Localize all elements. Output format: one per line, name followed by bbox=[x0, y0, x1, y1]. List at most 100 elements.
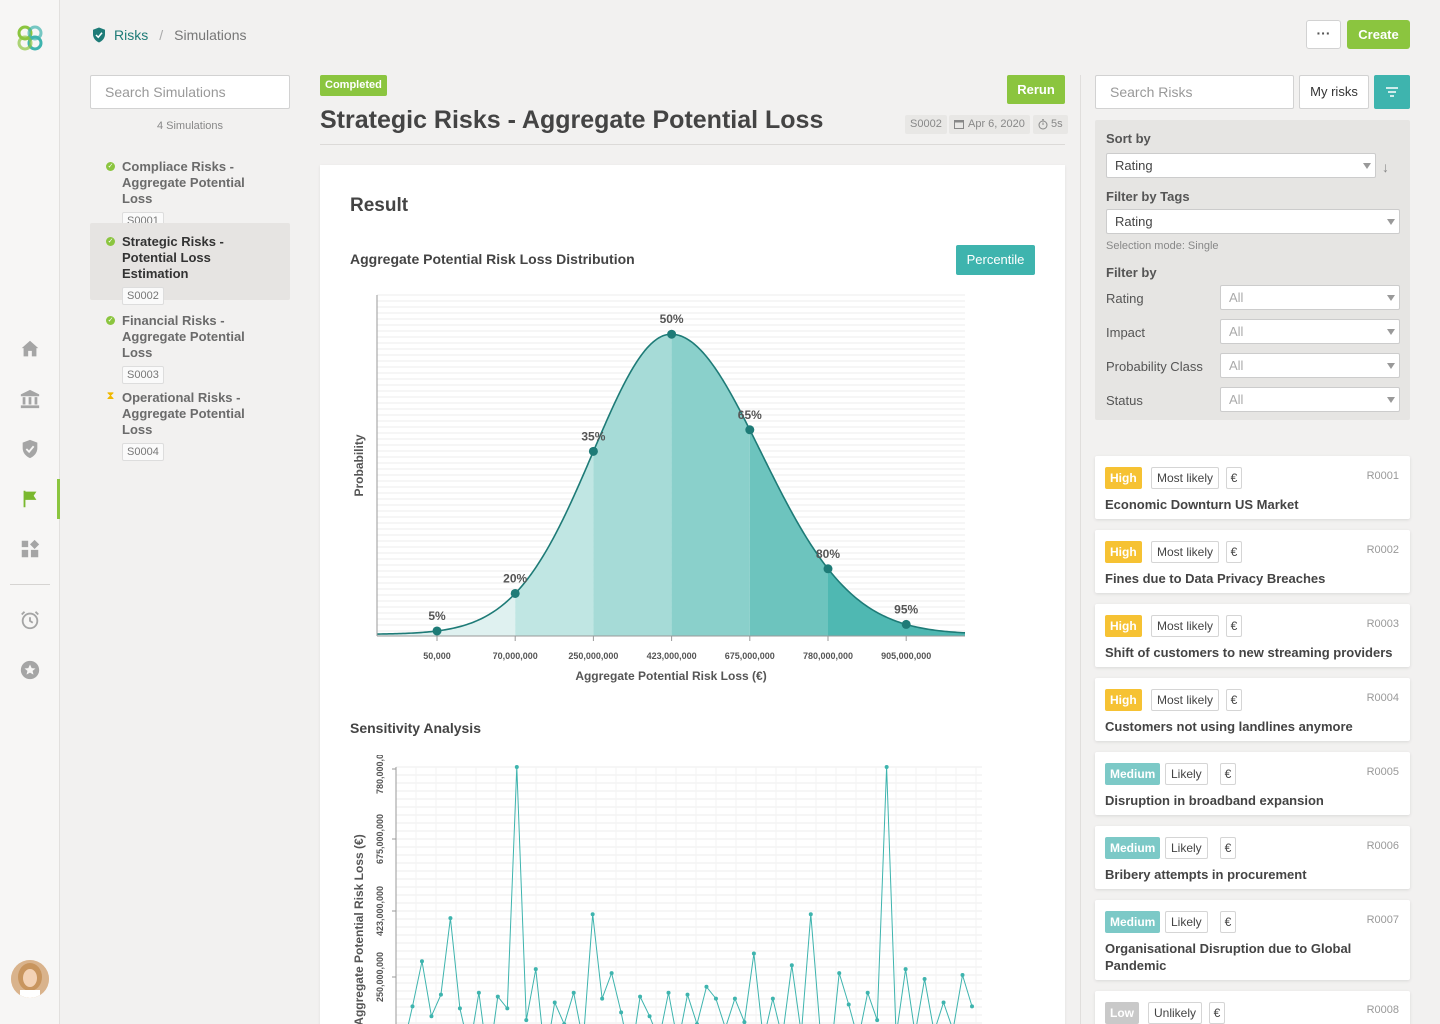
percentile-button[interactable]: Percentile bbox=[956, 245, 1035, 275]
sensitivity-point bbox=[742, 1020, 747, 1024]
filter-probability-class-value: All bbox=[1229, 358, 1244, 373]
filter-probability-class-select[interactable]: All bbox=[1220, 353, 1400, 378]
x-tick-label: 250,000,000 bbox=[568, 651, 618, 661]
search-risks-input[interactable] bbox=[1095, 75, 1294, 109]
sensitivity-point bbox=[609, 971, 614, 976]
filter-by-tags-select[interactable]: Rating bbox=[1106, 209, 1400, 234]
sensitivity-point bbox=[571, 990, 576, 995]
y-tick-label: 675,000,000 bbox=[375, 814, 385, 864]
filter-icon bbox=[1386, 87, 1398, 97]
percentile-point-35 bbox=[588, 446, 598, 456]
sensitivity-point bbox=[429, 1014, 434, 1019]
simulation-code: S0004 bbox=[122, 443, 164, 461]
sensitivity-point bbox=[666, 990, 671, 995]
simulation-item-s0002[interactable]: ✓ Strategic Risks - Potential Loss Estim… bbox=[90, 223, 290, 305]
user-avatar[interactable] bbox=[11, 960, 49, 998]
risk-id: R0001 bbox=[1366, 470, 1399, 482]
filter-toggle-button[interactable] bbox=[1374, 75, 1410, 109]
risk-title: Shift of customers to new streaming prov… bbox=[1105, 645, 1393, 660]
chevron-down-icon bbox=[1387, 397, 1395, 403]
simulation-title: Compliace Risks - Aggregate Potential Lo… bbox=[122, 159, 245, 206]
breadcrumb-risks-link[interactable]: Risks bbox=[114, 27, 149, 43]
sensitivity-point bbox=[410, 1004, 415, 1009]
percentile-band-6 bbox=[828, 568, 965, 636]
risk-card-r0008[interactable]: Low Unlikely € R0008 bbox=[1095, 991, 1410, 1024]
risk-card-r0001[interactable]: High Most likely € R0001 Economic Downtu… bbox=[1095, 456, 1410, 519]
create-button[interactable]: Create bbox=[1347, 20, 1410, 49]
risk-card-r0006[interactable]: Medium Likely € R0006 Bribery attempts i… bbox=[1095, 826, 1410, 889]
percentile-label: 95% bbox=[894, 602, 918, 616]
percentile-label: 50% bbox=[660, 312, 684, 326]
sort-by-label: Sort by bbox=[1106, 131, 1151, 146]
risk-title: Customers not using landlines anymore bbox=[1105, 719, 1353, 734]
sensitivity-point bbox=[552, 1000, 557, 1005]
percentile-label: 5% bbox=[428, 609, 446, 623]
nav-active-indicator bbox=[57, 479, 60, 519]
app-nav bbox=[0, 0, 60, 1024]
sensitivity-point bbox=[970, 1004, 974, 1009]
sensitivity-point bbox=[533, 967, 538, 972]
star-icon[interactable] bbox=[19, 659, 41, 681]
search-simulations-input[interactable] bbox=[90, 75, 290, 109]
more-button[interactable]: ··· bbox=[1306, 20, 1341, 49]
risk-level-badge: High bbox=[1105, 467, 1142, 489]
percentile-point-20 bbox=[510, 588, 520, 598]
my-risks-button[interactable]: My risks bbox=[1299, 75, 1369, 109]
likelihood-tag: Likely bbox=[1165, 837, 1208, 859]
simulation-item-s0004[interactable]: ⧗ Operational Risks - Aggregate Potentia… bbox=[90, 380, 290, 461]
filter-impact-label: Impact bbox=[1106, 325, 1146, 340]
percentile-point-50 bbox=[667, 329, 677, 339]
home-icon[interactable] bbox=[19, 338, 41, 360]
risk-title: Economic Downturn US Market bbox=[1105, 497, 1299, 512]
chevron-down-icon bbox=[1387, 329, 1395, 335]
bank-icon[interactable] bbox=[19, 388, 41, 410]
date-tag: Apr 6, 2020 bbox=[949, 115, 1030, 134]
flag-icon[interactable] bbox=[19, 488, 41, 510]
sensitivity-point bbox=[457, 1006, 462, 1011]
likelihood-tag: Likely bbox=[1165, 911, 1208, 933]
simulation-item-s0003[interactable]: ✓ Financial Risks - Aggregate Potential … bbox=[90, 303, 290, 384]
risk-card-r0005[interactable]: Medium Likely € R0005 Disruption in broa… bbox=[1095, 752, 1410, 815]
status-badge: Completed bbox=[320, 75, 387, 96]
risk-card-r0007[interactable]: Medium Likely € R0007 Organisational Dis… bbox=[1095, 900, 1410, 980]
sensitivity-point bbox=[865, 990, 870, 995]
filter-status-select[interactable]: All bbox=[1220, 387, 1400, 412]
sort-by-select[interactable]: Rating bbox=[1106, 153, 1376, 178]
percentile-point-65 bbox=[745, 425, 755, 435]
risk-card-r0002[interactable]: High Most likely € R0002 Fines due to Da… bbox=[1095, 530, 1410, 593]
filter-by-tags-value: Rating bbox=[1115, 214, 1153, 229]
risk-card-r0004[interactable]: High Most likely € R0004 Customers not u… bbox=[1095, 678, 1410, 741]
risk-card-r0003[interactable]: High Most likely € R0003 Shift of custom… bbox=[1095, 604, 1410, 667]
sensitivity-point bbox=[770, 996, 775, 1001]
sensitivity-chart: 250,000,000 423,000,000 675,000,000 780,000… bbox=[352, 755, 982, 1024]
sensitivity-chart-title: Sensitivity Analysis bbox=[350, 720, 481, 736]
sensitivity-point bbox=[524, 1018, 529, 1023]
sensitivity-point bbox=[448, 916, 453, 921]
completed-check-icon: ✓ bbox=[106, 162, 115, 171]
sensitivity-point bbox=[476, 990, 481, 995]
simulation-code-tag: S0002 bbox=[905, 115, 947, 134]
risk-level-badge: Medium bbox=[1105, 837, 1161, 859]
sensitivity-point bbox=[647, 1014, 652, 1019]
simulation-item-s0001[interactable]: ✓ Compliace Risks - Aggregate Potential … bbox=[90, 149, 290, 230]
alarm-clock-icon[interactable] bbox=[19, 609, 41, 631]
likelihood-tag: Most likely bbox=[1151, 467, 1220, 489]
risk-id: R0007 bbox=[1366, 914, 1399, 926]
percentile-band-1 bbox=[377, 593, 516, 636]
percentile-band-5 bbox=[749, 429, 828, 636]
sensitivity-point bbox=[438, 992, 443, 997]
nav-divider bbox=[10, 584, 50, 585]
sort-direction-icon[interactable]: ↓ bbox=[1382, 159, 1389, 175]
filter-impact-select[interactable]: All bbox=[1220, 319, 1400, 344]
dashboard-icon[interactable] bbox=[19, 538, 41, 560]
date-text: Apr 6, 2020 bbox=[968, 118, 1025, 130]
x-tick-label: 780,000,000 bbox=[803, 651, 853, 661]
shield-icon bbox=[90, 26, 108, 44]
app-logo[interactable] bbox=[14, 22, 46, 54]
filter-rating-select[interactable]: All bbox=[1220, 285, 1400, 310]
likelihood-tag: Most likely bbox=[1151, 689, 1220, 711]
percentile-label: 20% bbox=[503, 571, 527, 585]
rerun-button[interactable]: Rerun bbox=[1007, 75, 1065, 104]
shield-check-icon[interactable] bbox=[19, 438, 41, 460]
completed-check-icon: ✓ bbox=[106, 316, 115, 325]
